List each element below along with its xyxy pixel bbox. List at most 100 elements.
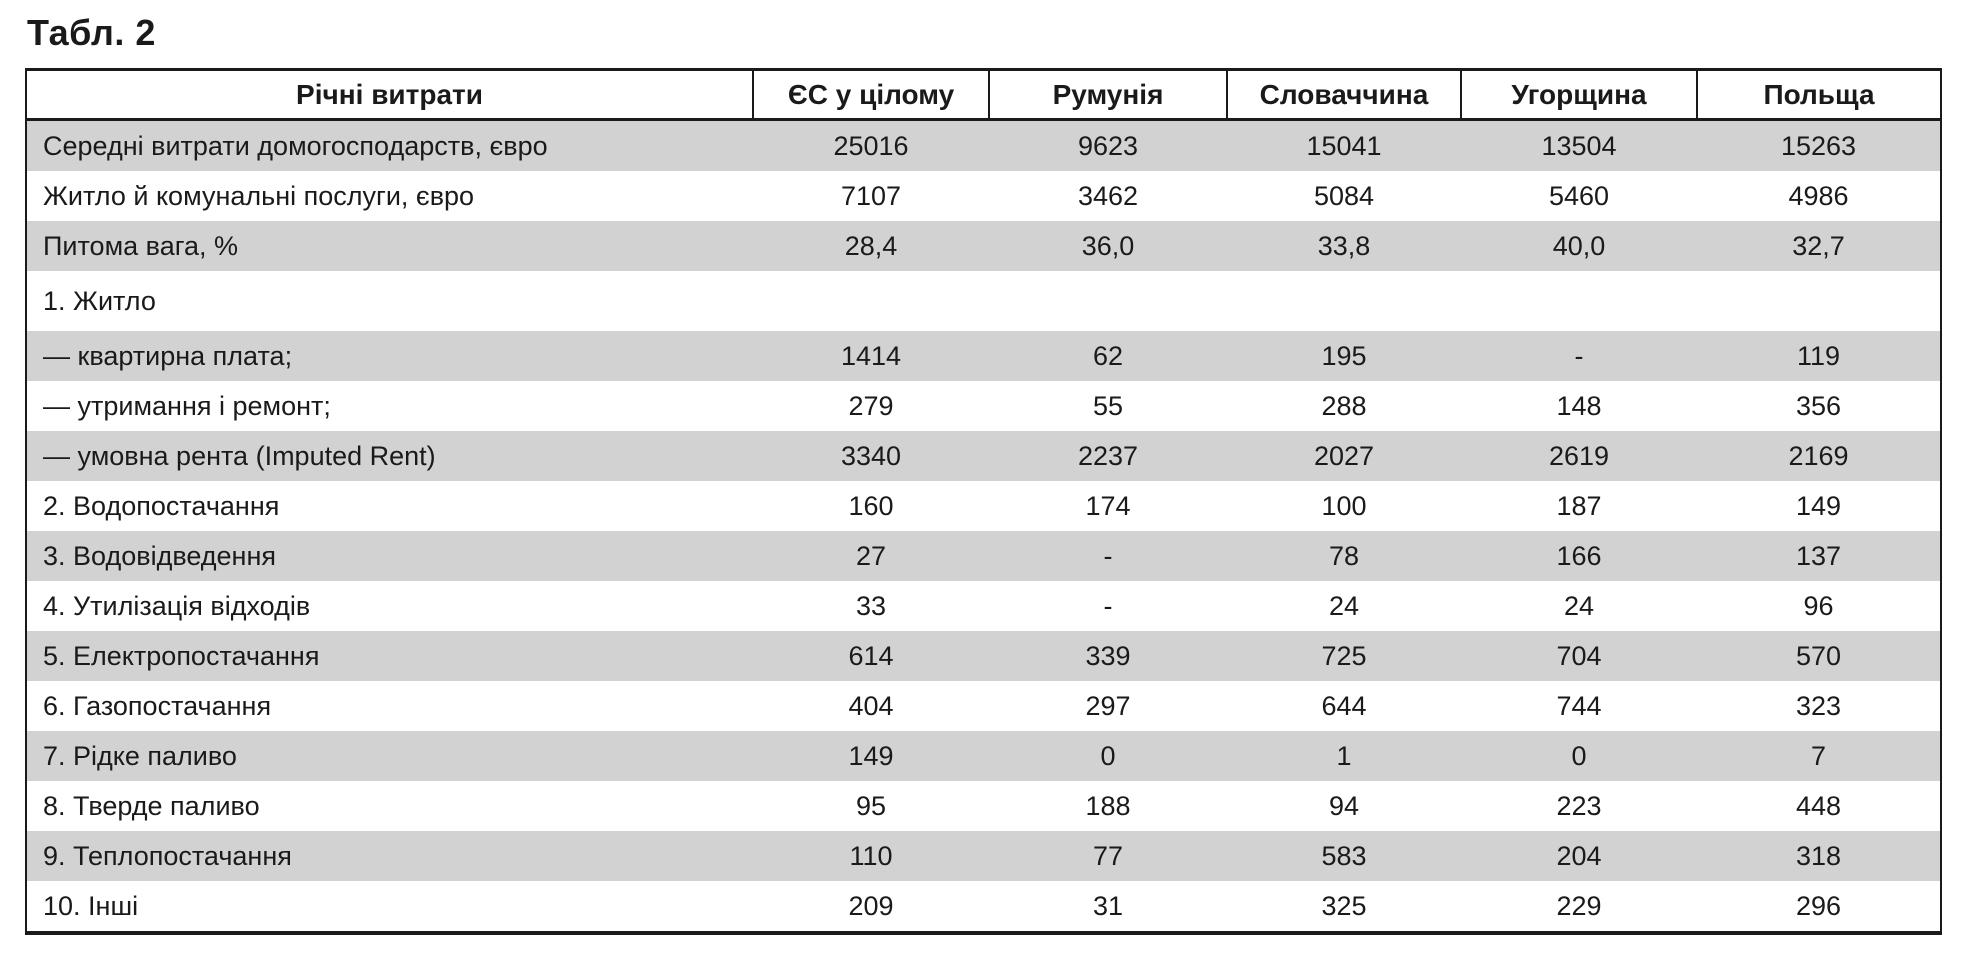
value-cell: 15041 <box>1306 130 1382 161</box>
value-cell: 187 <box>1556 490 1602 521</box>
row-label: 2. Водопостачання <box>43 490 280 521</box>
value-cell: 4986 <box>1788 180 1849 211</box>
value-cell: 24 <box>1563 590 1595 621</box>
value-cell: 33 <box>855 590 887 621</box>
header-cell-country: Словаччина <box>1226 69 1462 121</box>
table-body: Середні витрати домогосподарств, євро 250… <box>26 119 1941 934</box>
row-label: Житло й комунальні послуги, євро <box>43 180 475 211</box>
value-cell: 7107 <box>840 180 902 211</box>
value-cell <box>1227 271 1461 331</box>
value-cell: 25016 <box>833 130 909 161</box>
table-row: 1. Житло <box>26 271 1941 331</box>
row-label: 1. Житло <box>43 285 156 316</box>
value-cell: 279 <box>848 390 894 421</box>
value-cell: 3340 <box>840 440 902 471</box>
value-cell: 78 <box>1328 540 1360 571</box>
value-cell: 13504 <box>1541 130 1617 161</box>
value-cell: 15263 <box>1780 130 1857 161</box>
value-cell: - <box>1574 340 1584 371</box>
value-cell: 166 <box>1556 540 1602 571</box>
value-cell <box>1461 271 1697 331</box>
value-cell: 704 <box>1556 640 1602 671</box>
value-cell: 3462 <box>1077 180 1139 211</box>
value-cell: 744 <box>1556 690 1602 721</box>
row-label: 7. Рідке паливо <box>43 740 237 771</box>
header-cell-country: Румунія <box>988 69 1228 121</box>
value-cell: 110 <box>849 840 893 871</box>
value-cell <box>1697 271 1941 331</box>
header-row: Річні витрати ЄС у цілому Румунія Словаччи… <box>25 69 1942 121</box>
value-cell: 2027 <box>1313 440 1375 471</box>
table-row: 9. Теплопостачання 110 77 583 204 318 <box>26 831 1941 881</box>
row-label: 3. Водовідведення <box>43 540 276 571</box>
value-cell <box>989 271 1227 331</box>
value-cell: 583 <box>1321 840 1367 871</box>
value-cell: 296 <box>1795 890 1842 921</box>
row-label: 5. Електропостачання <box>43 640 320 671</box>
value-cell: 36,0 <box>1081 230 1135 261</box>
row-label: — утримання і ремонт; <box>43 390 331 421</box>
value-cell: 0 <box>1571 740 1587 771</box>
value-cell: 100 <box>1321 490 1367 521</box>
value-cell: 96 <box>1803 590 1834 621</box>
value-cell: 119 <box>1796 340 1841 371</box>
value-cell: 77 <box>1092 840 1124 871</box>
value-cell: 356 <box>1795 390 1842 421</box>
header-cell-country: ЄС у цілому <box>752 69 990 121</box>
value-cell: 318 <box>1795 840 1842 871</box>
value-cell: 5084 <box>1313 180 1375 211</box>
value-cell: 339 <box>1085 640 1131 671</box>
table-row: — квартирна плата; 1414 62 195 - 119 <box>26 331 1941 381</box>
table-row: 5. Електропостачання 614 339 725 704 570 <box>26 631 1941 681</box>
value-cell: 229 <box>1556 890 1602 921</box>
table-row: 6. Газопостачання 404 297 644 744 323 <box>26 681 1941 731</box>
value-cell: 195 <box>1321 340 1367 371</box>
header-cell-country: Польща <box>1696 69 1942 121</box>
value-cell: 149 <box>848 740 894 771</box>
value-cell: - <box>1103 540 1113 571</box>
row-label: 9. Теплопостачання <box>43 840 292 871</box>
value-cell: 288 <box>1321 390 1367 421</box>
value-cell: 2619 <box>1548 440 1610 471</box>
annual-expenses-table: Річні витрати ЄС у цілому Румунія Словаччи… <box>25 68 1942 935</box>
value-cell: 614 <box>848 640 894 671</box>
header-cell-country: Угорщина <box>1460 69 1698 121</box>
table-row: Житло й комунальні послуги, євро 7107 3462… <box>26 171 1941 221</box>
value-cell: 94 <box>1328 790 1360 821</box>
row-label: — квартирна плата; <box>43 340 293 371</box>
value-cell: 2237 <box>1077 440 1139 471</box>
table-row: — утримання і ремонт; 279 55 288 148 356 <box>26 381 1941 431</box>
header-cell-row-labels: Річні витрати <box>25 69 754 121</box>
value-cell: 27 <box>855 540 887 571</box>
value-cell: 40,0 <box>1552 230 1606 261</box>
value-cell: 188 <box>1085 790 1131 821</box>
value-cell: 160 <box>848 490 894 521</box>
value-cell: 24 <box>1328 590 1360 621</box>
value-cell: 1414 <box>840 340 902 371</box>
table-row: Середні витрати домогосподарств, євро 250… <box>26 119 1941 171</box>
value-cell: 323 <box>1795 690 1842 721</box>
value-cell: 570 <box>1795 640 1842 671</box>
row-label: 4. Утилізація відходів <box>43 590 311 621</box>
value-cell: 55 <box>1092 390 1124 421</box>
value-cell: 28,4 <box>844 230 898 261</box>
table-header: Річні витрати ЄС у цілому Румунія Словаччи… <box>25 69 1942 121</box>
value-cell: 7 <box>1810 740 1827 771</box>
value-cell: 2169 <box>1788 440 1849 471</box>
value-cell: 297 <box>1085 690 1131 721</box>
row-label: Середні витрати домогосподарств, євро <box>43 130 548 161</box>
value-cell: 1 <box>1336 740 1352 771</box>
value-cell: 31 <box>1092 890 1124 921</box>
value-cell: 5460 <box>1548 180 1610 211</box>
value-cell <box>753 271 989 331</box>
table-row: 3. Водовідведення 27 - 78 166 137 <box>26 531 1941 581</box>
value-cell: 32,7 <box>1792 230 1845 261</box>
value-cell: 448 <box>1795 790 1842 821</box>
value-cell: 62 <box>1092 340 1124 371</box>
table-row: Питома вага, % 28,4 36,0 33,8 40,0 32,7 <box>26 221 1941 271</box>
value-cell: 209 <box>848 890 894 921</box>
value-cell: 137 <box>1795 540 1842 571</box>
value-cell: 223 <box>1556 790 1602 821</box>
value-cell: 204 <box>1556 840 1602 871</box>
